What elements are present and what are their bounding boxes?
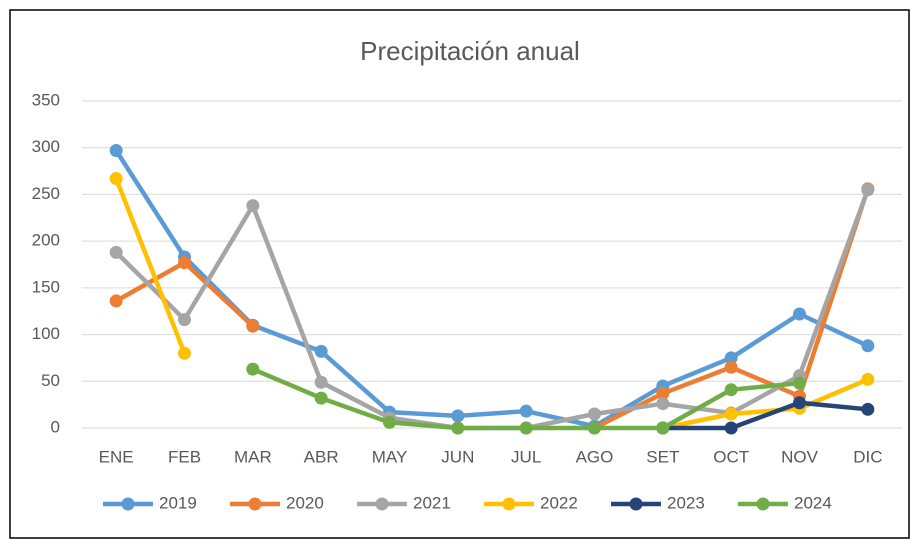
- y-tick-label: 250: [32, 184, 60, 203]
- x-tick-label: ENE: [99, 447, 134, 466]
- legend-label: 2019: [159, 493, 197, 512]
- y-tick-label: 100: [32, 324, 60, 343]
- x-tick-label: ABR: [304, 447, 339, 466]
- data-point: [793, 307, 806, 321]
- y-tick-label: 350: [32, 90, 60, 109]
- data-point: [246, 362, 260, 376]
- y-tick-label: 300: [32, 137, 60, 156]
- x-tick-label: NOV: [781, 447, 819, 466]
- data-point: [383, 415, 396, 429]
- data-point: [246, 199, 260, 213]
- legend-label: 2023: [667, 493, 705, 512]
- data-point: [109, 245, 123, 259]
- data-point: [656, 421, 670, 435]
- data-point: [656, 386, 670, 400]
- x-tick-label: FEB: [168, 447, 201, 466]
- legend-marker: [502, 497, 516, 511]
- y-tick-label: 50: [41, 371, 60, 390]
- data-point: [451, 409, 465, 423]
- legend-marker: [756, 497, 770, 511]
- legend-marker: [248, 497, 262, 511]
- data-point: [861, 372, 875, 386]
- data-point: [793, 376, 806, 390]
- data-point: [178, 313, 191, 327]
- data-point: [451, 421, 465, 435]
- series-line: [114, 177, 869, 431]
- x-tick-label: JUL: [511, 447, 541, 466]
- data-point: [861, 183, 875, 197]
- legend-label: 2020: [286, 493, 324, 512]
- legend-marker: [121, 497, 135, 511]
- data-point: [861, 339, 875, 353]
- legend-marker: [629, 497, 643, 511]
- x-tick-label: SET: [646, 447, 679, 466]
- legend-label: 2021: [413, 493, 451, 512]
- data-point: [724, 351, 738, 365]
- data-point: [314, 391, 328, 405]
- data-point: [109, 144, 123, 158]
- legend-label: 2022: [540, 493, 578, 512]
- y-tick-label: 0: [51, 417, 60, 436]
- data-point: [519, 421, 533, 435]
- x-tick-label: MAR: [234, 447, 272, 466]
- chart-title: Precipitación anual: [360, 36, 580, 66]
- data-point: [724, 407, 738, 421]
- x-tick-label: JUN: [441, 447, 474, 466]
- data-point: [519, 404, 533, 418]
- y-tick-label: 200: [32, 231, 60, 250]
- legend-marker: [375, 497, 389, 511]
- x-tick-label: MAY: [372, 447, 408, 466]
- legend-label: 2024: [794, 493, 832, 512]
- series-line: [662, 400, 869, 431]
- data-point: [793, 396, 806, 410]
- data-point: [109, 172, 123, 186]
- data-point: [178, 256, 191, 270]
- data-point: [588, 421, 601, 435]
- data-point: [724, 421, 738, 435]
- data-point: [656, 397, 670, 411]
- data-point: [588, 407, 601, 421]
- x-tick-label: OCT: [713, 447, 749, 466]
- data-point: [109, 294, 123, 308]
- data-point: [314, 375, 328, 389]
- x-tick-label: DIC: [853, 447, 882, 466]
- data-point: [314, 344, 328, 358]
- data-point: [246, 319, 260, 333]
- data-point: [861, 402, 875, 416]
- data-point: [724, 383, 738, 397]
- data-point: [724, 360, 738, 374]
- y-tick-label: 150: [32, 277, 60, 296]
- x-tick-label: AGO: [576, 447, 614, 466]
- data-point: [178, 346, 191, 360]
